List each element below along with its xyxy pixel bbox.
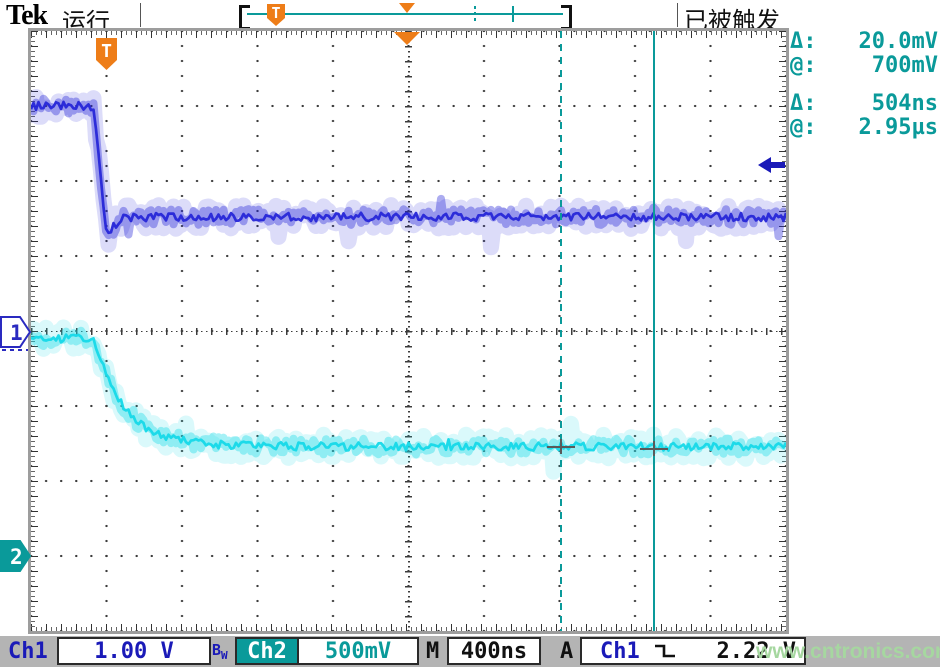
ch1-marker-dashes-icon (2, 349, 28, 351)
watermark: www.cntronics.com (756, 640, 940, 663)
ch1-scale-value: 1.00 V (94, 638, 174, 664)
topbar-divider (140, 3, 141, 27)
readout-row: Δ: 20.0mV (790, 30, 938, 54)
bandwidth-limit-icon: BW (212, 641, 228, 662)
cursor-readout: Δ: 20.0mV @: 700mV Δ: 504ns @: 2.95µs (790, 30, 938, 140)
status-bar: Ch1 1.00 V BW Ch2 500mV M 400ns A Ch1 2.… (0, 636, 940, 667)
timebase-box: 400ns (447, 637, 541, 665)
record-view-line (247, 13, 563, 15)
readout-gap (790, 78, 938, 92)
record-cursor2-tick-icon (512, 6, 514, 22)
graticule-bottom-ruler (31, 624, 786, 631)
ch2-scale-box: 500mV (297, 637, 419, 665)
ch2-scale-value: 500mV (324, 638, 392, 664)
svg-text:2: 2 (10, 545, 23, 569)
svg-text:1: 1 (10, 321, 23, 345)
delta-t-label: Δ: (790, 91, 817, 116)
center-horizontal-line (31, 330, 786, 332)
ch1-scale-box: 1.00 V (57, 637, 211, 665)
trigger-level-value: 2.22 V (716, 638, 796, 664)
at-t-label: @: (790, 115, 817, 140)
time-cursor-2[interactable] (652, 31, 655, 631)
ch2-label-box: Ch2 (235, 637, 299, 665)
graticule: T (28, 28, 789, 634)
svg-text:T: T (271, 4, 280, 22)
ch1-label: Ch1 (8, 639, 48, 664)
record-trigger-position-icon: T (267, 4, 285, 26)
svg-text:T: T (101, 41, 112, 62)
at-v-label: @: (790, 53, 817, 78)
waveform-traces (31, 89, 786, 480)
cursor2-amplitude-cross-icon (639, 441, 668, 456)
ch1-ground-marker[interactable]: 1 (0, 316, 31, 348)
graticule-left-ruler (31, 31, 38, 631)
at-v-value: 700mV (871, 53, 938, 78)
record-bracket-open-icon (239, 5, 250, 30)
ch2-label: Ch2 (247, 638, 287, 664)
readout-row: Δ: 504ns (790, 92, 938, 116)
horizontal-trigger-position-icon (394, 32, 420, 45)
ch2-ground-marker[interactable]: 2 (0, 540, 31, 572)
tek-logo: Tek (6, 0, 48, 31)
cursor1-amplitude-cross-icon (547, 439, 575, 454)
delta-v-label: Δ: (790, 29, 817, 54)
falling-edge-icon (654, 644, 675, 658)
timebase-value: 400ns (460, 638, 528, 664)
trigger-mode-label: A (560, 639, 574, 664)
delta-v-value: 20.0mV (858, 29, 938, 54)
readout-row: @: 700mV (790, 54, 938, 78)
delta-t-value: 504ns (871, 91, 938, 116)
trigger-point-badge-icon: T (96, 38, 117, 70)
trigger-source: Ch1 (600, 638, 640, 664)
record-bracket-close-icon (561, 5, 572, 30)
graticule-right-ruler (779, 31, 786, 631)
record-window-position-icon (399, 3, 415, 13)
timebase-label: M (426, 639, 440, 664)
time-cursor-1[interactable] (560, 31, 562, 631)
trigger-info-box: Ch1 2.22 V (580, 637, 806, 665)
topbar-divider (677, 3, 678, 27)
at-t-value: 2.95µs (858, 115, 938, 140)
trigger-level-arrow-icon[interactable] (758, 156, 785, 173)
readout-row: @: 2.95µs (790, 116, 938, 140)
record-cursor1-tick-icon (474, 6, 476, 22)
